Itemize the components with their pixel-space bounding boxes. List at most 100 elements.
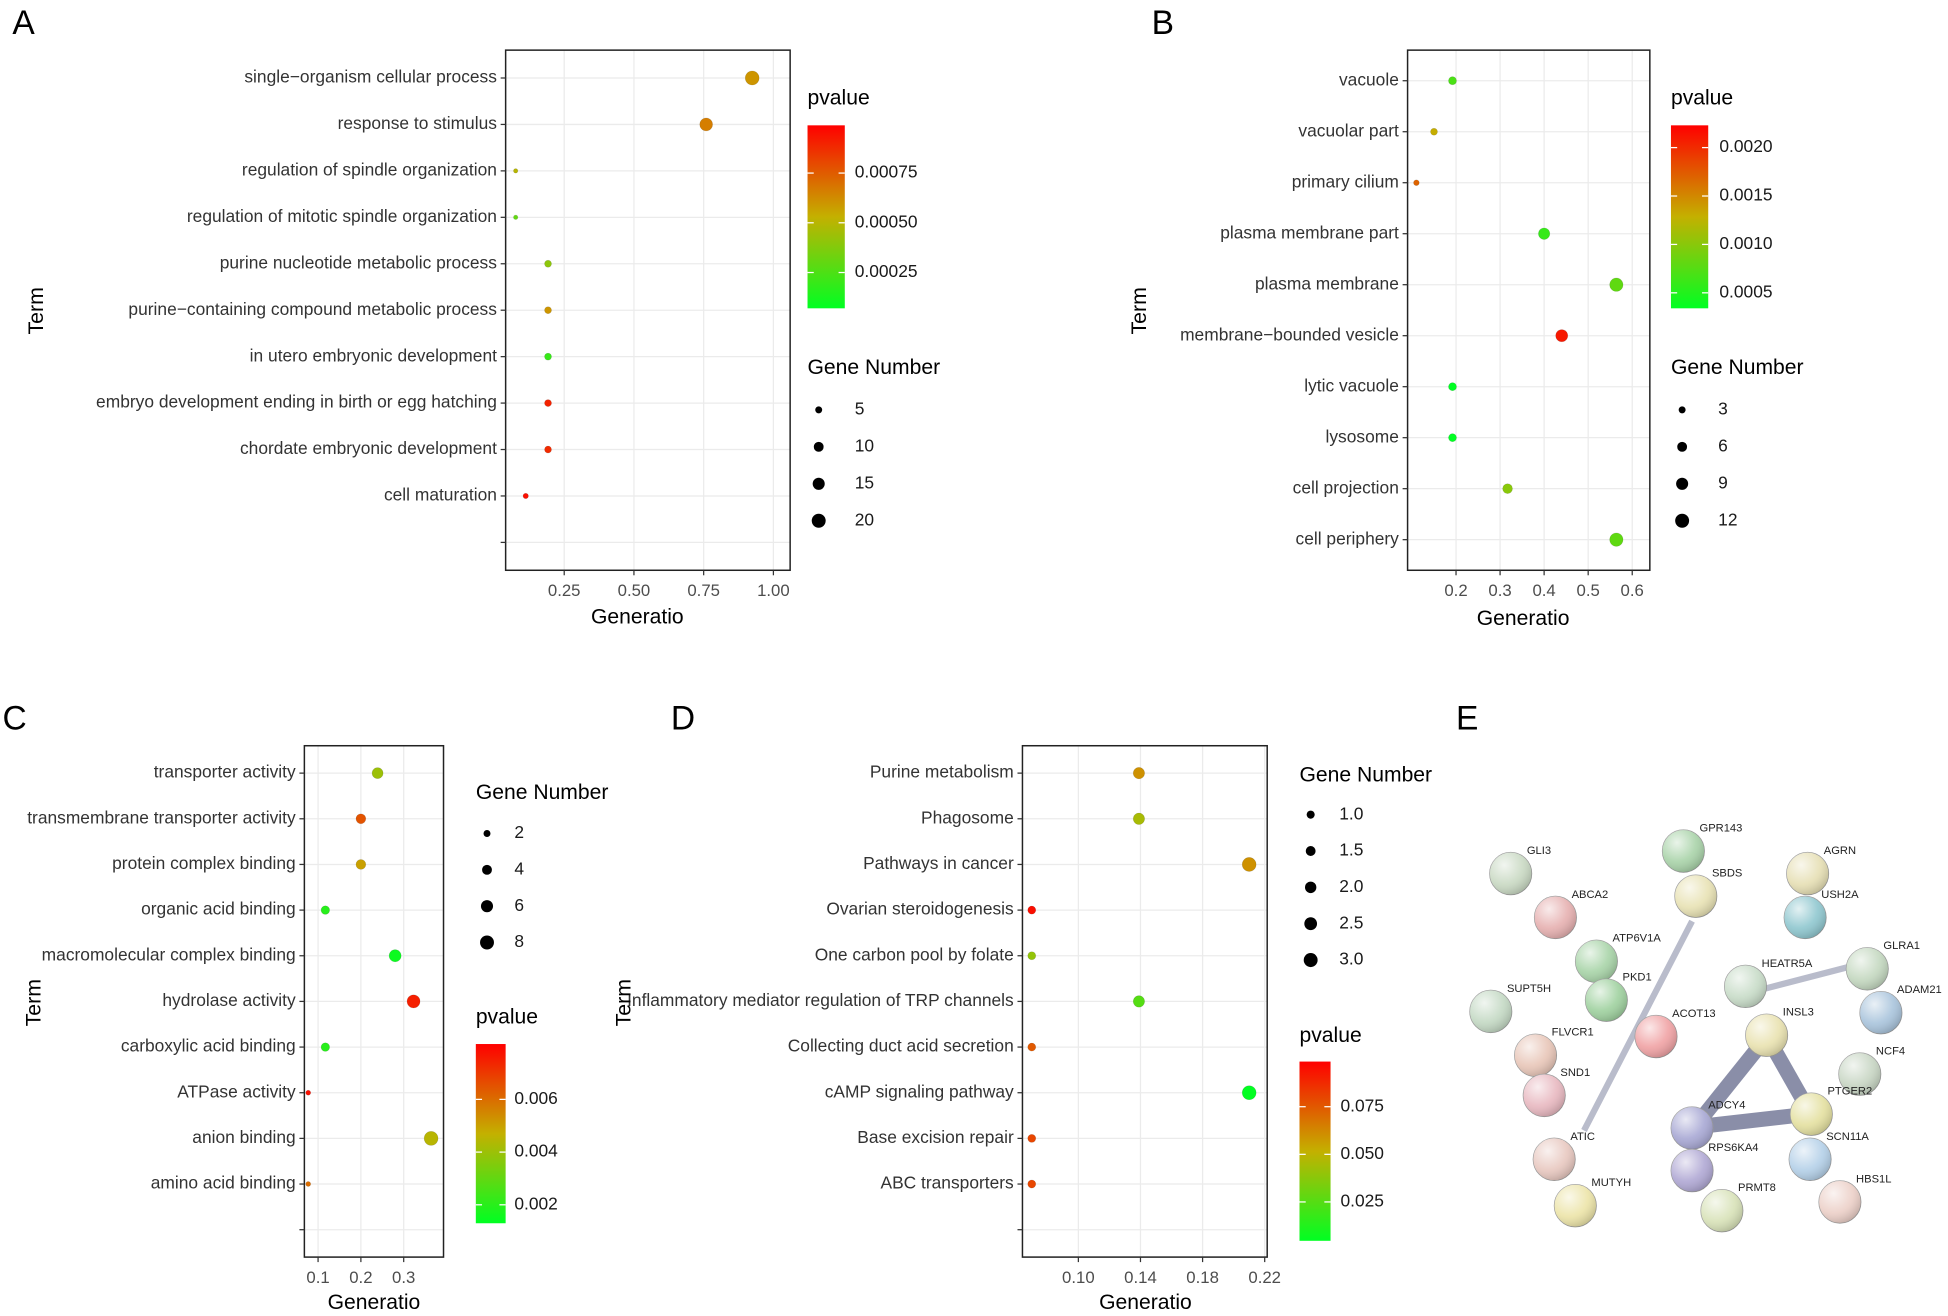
node-shine <box>1634 1015 1678 1058</box>
size-label: 3.0 <box>1339 949 1363 969</box>
plot-border <box>1406 49 1651 572</box>
node-shine <box>1724 965 1767 1008</box>
size-label: 3 <box>1718 398 1728 418</box>
node-label: HEATR5A <box>1762 958 1813 970</box>
y-tick-label: carboxylic acid binding <box>121 1036 296 1056</box>
size-label: 5 <box>855 398 865 418</box>
x-axis-title: Generatio <box>1099 1291 1192 1314</box>
size-key <box>483 829 491 837</box>
y-tick-label: cAMP signaling pathway <box>825 1081 1014 1101</box>
x-tick-label: 0.18 <box>1186 1268 1219 1287</box>
node-label: SUPT5H <box>1507 983 1551 995</box>
colorbar-label: 0.00050 <box>855 211 918 231</box>
point <box>1132 767 1145 780</box>
legend-title: Gene Number <box>1671 356 1804 379</box>
size-label: 12 <box>1718 509 1737 529</box>
node-shine <box>1786 852 1829 895</box>
colorbar-label: 0.006 <box>514 1088 557 1108</box>
point <box>305 1089 311 1096</box>
y-axis-title: Term <box>613 979 636 1026</box>
point <box>1241 1085 1257 1101</box>
x-tick-label: 0.4 <box>1532 581 1555 600</box>
y-tick-label: response to stimulus <box>338 113 498 133</box>
point <box>1555 329 1569 343</box>
y-tick-label: Purine metabolism <box>870 762 1014 782</box>
y-tick-label: regulation of mitotic spindle organizati… <box>187 206 497 226</box>
panel-letter: E <box>1456 700 1478 737</box>
point <box>513 214 519 220</box>
x-tick-label: 0.3 <box>1488 581 1511 600</box>
point <box>1027 1134 1037 1143</box>
x-tick-label: 0.50 <box>618 581 651 600</box>
size-key <box>1305 846 1316 856</box>
y-tick-label: ABC transporters <box>880 1173 1014 1193</box>
node-shine <box>1838 1052 1881 1096</box>
node-label: GLI3 <box>1527 845 1551 857</box>
point <box>544 445 552 454</box>
y-tick-label: Ovarian steroidogenesis <box>826 899 1014 919</box>
y-tick-label: embryo development ending in birth or eg… <box>96 392 497 412</box>
colorbar <box>475 1044 506 1224</box>
size-key <box>1675 513 1690 528</box>
y-tick-label: cell projection <box>1293 477 1399 497</box>
panel: 0.10 0.14 0.18 0.22 Purine metabolism Phagoso… <box>613 700 1433 1314</box>
point <box>371 767 384 779</box>
point <box>423 1131 439 1146</box>
node-label: GLRA1 <box>1883 940 1920 952</box>
plot-background <box>1407 50 1650 571</box>
size-label: 8 <box>514 931 524 951</box>
point <box>1413 179 1420 186</box>
x-axis-title: Generatio <box>328 1291 421 1314</box>
y-tick-label: Inflammatory mediator regulation of TRP … <box>627 990 1014 1010</box>
legend-title: pvalue <box>476 1005 538 1028</box>
size-key <box>1304 917 1318 931</box>
y-tick-label: amino acid binding <box>151 1173 296 1193</box>
node-shine <box>1670 1149 1714 1192</box>
node-label: AGRN <box>1824 845 1856 857</box>
point <box>544 399 552 407</box>
point <box>1609 277 1624 292</box>
legend-title: Gene Number <box>1299 763 1432 786</box>
x-tick-label: 1.00 <box>757 581 790 600</box>
node-label: PTGER2 <box>1827 1086 1872 1098</box>
node-label: PRMT8 <box>1738 1182 1776 1194</box>
panel-letter: C <box>2 700 26 737</box>
colorbar-label: 0.0005 <box>1719 281 1772 301</box>
point <box>406 994 421 1009</box>
node-shine <box>1788 1138 1832 1181</box>
node-shine <box>1674 874 1717 918</box>
legend-title: pvalue <box>808 87 870 110</box>
panel: 0.1 0.2 0.3 transporter activity transmembra… <box>2 700 608 1314</box>
y-tick-label: cell periphery <box>1296 528 1400 548</box>
network: E GLI3 ABCA2 GPR143 SBDS AGRN USH2A ATP6V1A PKD1… <box>1456 700 1942 1233</box>
legend-title: pvalue <box>1299 1024 1361 1047</box>
x-tick-label: 0.22 <box>1248 1268 1281 1287</box>
y-tick-label: vacuole <box>1339 69 1399 89</box>
size-key <box>482 864 492 875</box>
y-tick-label: Base excision repair <box>857 1127 1014 1147</box>
legend-title: Gene Number <box>476 781 609 804</box>
point <box>388 949 402 963</box>
size-key <box>1306 810 1315 819</box>
node-label: ABCA2 <box>1572 889 1609 901</box>
point <box>522 492 529 499</box>
panel-letter: A <box>12 5 35 42</box>
point <box>1448 382 1457 392</box>
point <box>305 1181 311 1187</box>
colorbar-label: 0.004 <box>514 1141 558 1161</box>
size-key <box>811 513 826 528</box>
edge <box>1690 1035 1770 1131</box>
size-label: 6 <box>514 895 524 915</box>
panel-letter: B <box>1152 5 1174 42</box>
colorbar-label: 0.002 <box>514 1193 557 1213</box>
node-shine <box>1700 1189 1744 1233</box>
edge <box>1696 1106 1809 1135</box>
y-tick-label: Pathways in cancer <box>863 853 1014 873</box>
y-tick-label: plasma membrane part <box>1220 222 1399 242</box>
colorbar-label: 0.0010 <box>1719 233 1772 253</box>
y-tick-label: lysosome <box>1325 426 1398 446</box>
y-axis-title: Term <box>25 287 48 334</box>
colorbar-label: 0.00025 <box>855 261 918 281</box>
node-label: INSL3 <box>1783 1007 1814 1019</box>
y-tick-label: Phagosome <box>921 807 1014 827</box>
